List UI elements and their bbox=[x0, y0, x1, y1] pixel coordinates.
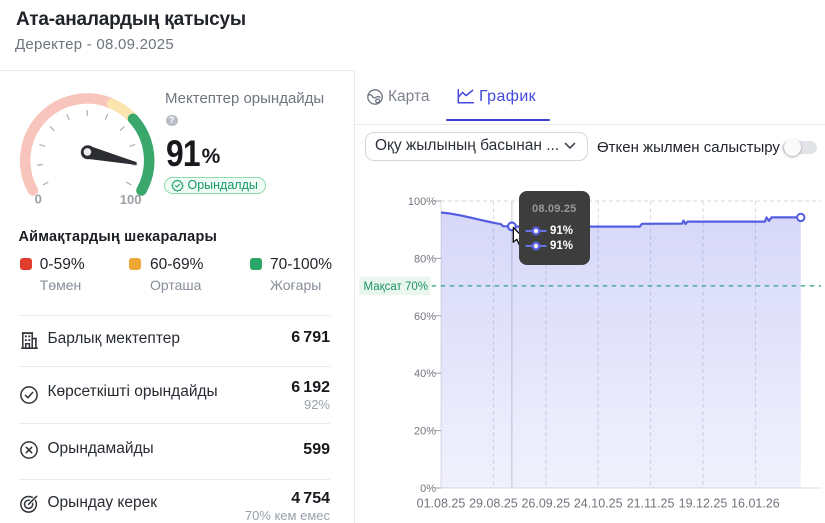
svg-text:60%: 60% bbox=[414, 311, 436, 323]
svg-text:16.01.26: 16.01.26 bbox=[731, 497, 780, 511]
svg-text:40%: 40% bbox=[414, 368, 436, 380]
svg-text:19.12.25: 19.12.25 bbox=[679, 497, 728, 511]
svg-text:29.08.25: 29.08.25 bbox=[469, 497, 518, 511]
svg-text:26.09.25: 26.09.25 bbox=[521, 497, 570, 511]
svg-text:100%: 100% bbox=[408, 196, 436, 208]
svg-text:80%: 80% bbox=[414, 253, 436, 265]
svg-text:21.11.25: 21.11.25 bbox=[627, 497, 675, 511]
svg-text:100: 100 bbox=[120, 192, 142, 207]
svg-text:Мақсат 70%: Мақсат 70% bbox=[364, 281, 429, 293]
svg-text:01.08.25: 01.08.25 bbox=[417, 497, 466, 511]
svg-text:20%: 20% bbox=[414, 426, 436, 438]
svg-text:0%: 0% bbox=[420, 483, 436, 495]
svg-text:0: 0 bbox=[35, 192, 42, 207]
svg-text:24.10.25: 24.10.25 bbox=[574, 497, 623, 511]
